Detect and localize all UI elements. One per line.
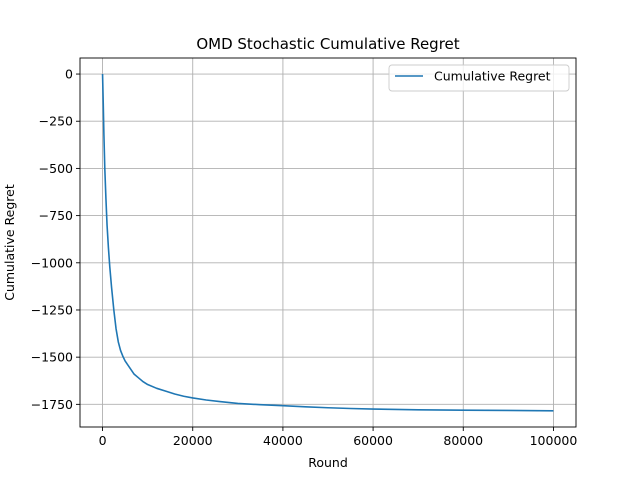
legend: Cumulative Regret (388, 64, 570, 92)
y-tick-label: −750 (39, 208, 73, 223)
x-axis-title: Round (308, 455, 348, 470)
grid (80, 58, 576, 427)
legend-label: Cumulative Regret (434, 69, 551, 84)
chart-title: OMD Stochastic Cumulative Regret (196, 35, 459, 53)
y-tick-label: −1000 (31, 255, 73, 270)
x-axis: 0 20000 40000 60000 80000 100000 (99, 427, 578, 448)
y-tick-label: −250 (39, 114, 73, 129)
x-tick-label: 80000 (443, 433, 483, 448)
x-tick-label: 100000 (530, 433, 578, 448)
y-tick-label: −500 (39, 161, 73, 176)
y-axis: 0 −250 −500 −750 −1000 −1250 −1500 −1750 (31, 67, 80, 412)
x-tick-label: 0 (99, 433, 107, 448)
series-layer (101, 74, 554, 412)
y-tick-label: 0 (65, 67, 73, 82)
x-tick-label: 60000 (353, 433, 393, 448)
plot-area (80, 58, 576, 427)
x-tick-label: 40000 (263, 433, 303, 448)
y-axis-title: Cumulative Regret (2, 184, 17, 301)
y-tick-label: −1500 (31, 350, 73, 365)
plot-frame (79, 57, 577, 428)
y-tick-label: −1250 (31, 302, 73, 317)
x-tick-label: 20000 (173, 433, 213, 448)
y-tick-label: −1750 (31, 397, 73, 412)
legend-box (388, 64, 570, 92)
series-line-0 (101, 74, 554, 412)
